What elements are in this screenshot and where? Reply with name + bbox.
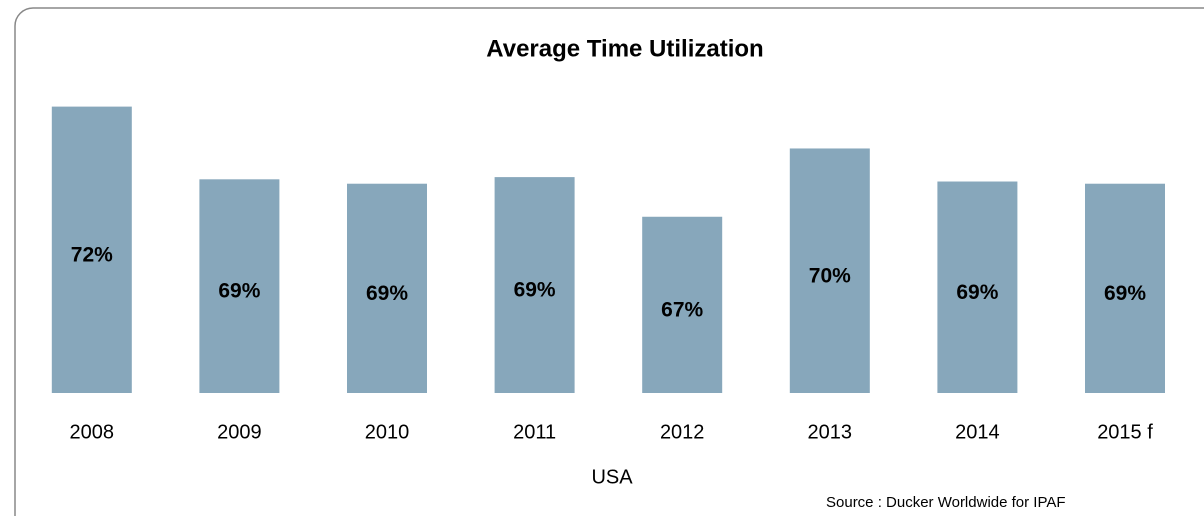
bar [642,216,723,393]
x-axis-label: USA [591,466,633,488]
data-label: 69% [956,281,998,304]
bar [1085,183,1165,393]
bar [937,181,1018,393]
data-label: 67% [661,298,703,321]
bar [51,106,132,394]
data-label: 69% [218,280,260,303]
x-tick-label: 2015 f [1097,421,1153,443]
x-tick-label: 2013 [808,421,853,443]
bar [347,183,427,393]
data-label: 70% [809,264,851,287]
data-label: 69% [514,279,556,302]
bar [199,179,280,393]
x-tick-label: 2010 [365,421,410,443]
data-label: 69% [1104,282,1146,305]
data-label: 69% [366,282,408,305]
source-note: Source : Ducker Worldwide for IPAF [826,494,1066,511]
chart-title: Average Time Utilization [486,35,763,62]
chart-frame [14,7,1204,516]
x-tick-label: 2009 [217,421,262,443]
x-tick-label: 2011 [513,421,556,443]
x-tick-label: 2008 [70,421,115,443]
x-tick-label: 2012 [660,421,705,443]
data-label: 72% [71,243,113,266]
x-tick-label: 2014 [955,421,1000,443]
bar [494,177,575,393]
bar [789,148,870,393]
